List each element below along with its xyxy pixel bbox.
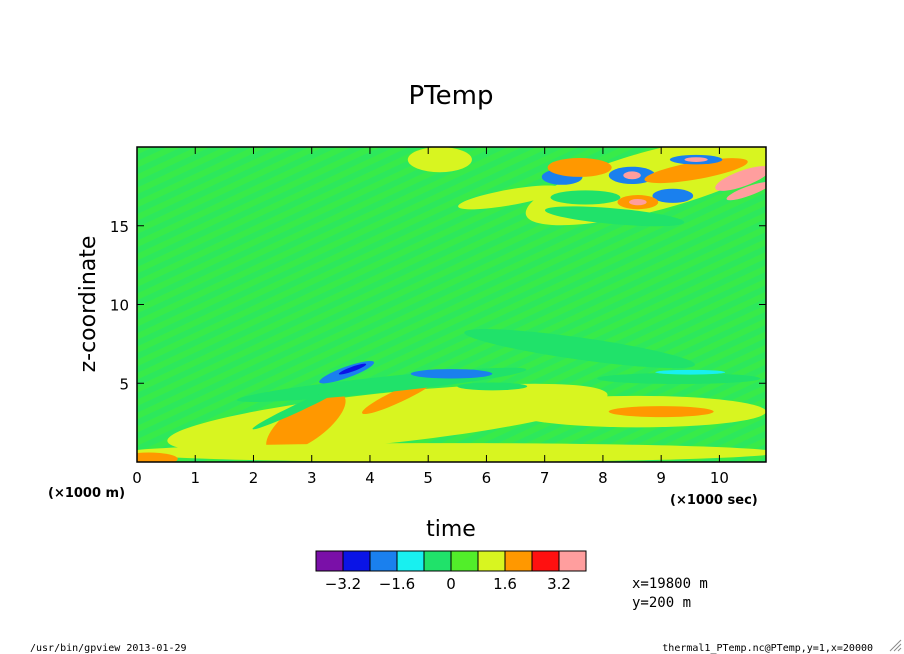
contour-region-28 bbox=[338, 363, 367, 375]
y-axis-label: z-coordinate bbox=[76, 236, 101, 373]
colorbar-swatch-9 bbox=[558, 550, 587, 572]
contour-region-30 bbox=[252, 384, 348, 430]
contour-region-32 bbox=[457, 382, 528, 391]
contour-region-17 bbox=[458, 185, 562, 210]
contour-region-33 bbox=[655, 369, 726, 375]
colorbar-swatch-1 bbox=[342, 550, 371, 572]
resize-grip-icon[interactable] bbox=[888, 638, 902, 652]
contour-region-23 bbox=[608, 406, 714, 418]
x-tick-label-10: 10 bbox=[710, 469, 729, 487]
y-tick-label-1: 10 bbox=[110, 297, 129, 315]
contour-region-0 bbox=[407, 147, 472, 173]
y-tick-label-2: 15 bbox=[110, 218, 129, 236]
colorbar-swatch-8 bbox=[531, 550, 560, 572]
colorbar-swatch-2 bbox=[369, 550, 398, 572]
contour-region-1 bbox=[464, 329, 695, 369]
x-tick-label-4: 4 bbox=[365, 469, 375, 487]
contour-region-10 bbox=[684, 157, 708, 162]
x-axis-label: time bbox=[426, 517, 476, 542]
y-axis: 5 10 15 bbox=[110, 218, 766, 393]
colorbar-label-2: 0 bbox=[446, 575, 456, 593]
contour-region-13 bbox=[652, 188, 694, 203]
x-tick-label-0: 0 bbox=[132, 469, 142, 487]
x-tick-label-8: 8 bbox=[598, 469, 608, 487]
x-tick-label-9: 9 bbox=[656, 469, 666, 487]
contour-region-8 bbox=[644, 158, 748, 184]
contour-region-20 bbox=[311, 396, 335, 424]
footer-left: /usr/bin/gpview 2013-01-29 bbox=[30, 643, 187, 654]
colorbar-swatch-4 bbox=[423, 550, 452, 572]
contour-region-4 bbox=[550, 190, 621, 205]
chart-title: PTemp bbox=[409, 81, 494, 111]
info-x: x=19800 m bbox=[632, 576, 708, 592]
colorbar-label-3: 1.6 bbox=[493, 575, 517, 593]
footer-right: thermal1_PTemp.nc@PTemp,y=1,x=20000 bbox=[662, 643, 873, 654]
x-axis: 0 1 2 3 4 5 6 7 8 9 10 bbox=[132, 147, 729, 487]
x-tick-label-6: 6 bbox=[482, 469, 492, 487]
colorbar-swatch-7 bbox=[504, 550, 533, 572]
colorbar-swatch-5 bbox=[450, 550, 479, 572]
x-tick-label-3: 3 bbox=[307, 469, 317, 487]
info-y: y=200 m bbox=[632, 595, 691, 611]
x-tick-label-1: 1 bbox=[190, 469, 200, 487]
contour-region-12 bbox=[726, 181, 766, 201]
x-tick-label-7: 7 bbox=[540, 469, 550, 487]
contour-region-25 bbox=[137, 452, 178, 462]
contour-region-16 bbox=[544, 206, 685, 227]
y-tick-label-0: 5 bbox=[119, 375, 129, 393]
x-unit-label: (×1000 sec) bbox=[670, 493, 758, 508]
x-tick-label-2: 2 bbox=[249, 469, 259, 487]
contour-region-24 bbox=[137, 443, 766, 462]
contour-region-31 bbox=[597, 373, 761, 385]
colorbar: −3.2 −1.6 0 1.6 3.2 bbox=[315, 550, 587, 593]
colorbar-swatch-0 bbox=[315, 550, 344, 572]
y-unit-label: (×1000 m) bbox=[48, 486, 125, 501]
colorbar-label-1: −1.6 bbox=[379, 575, 415, 593]
colorbar-label-4: 3.2 bbox=[547, 575, 571, 593]
contour-region-11 bbox=[715, 166, 766, 191]
colorbar-swatch-3 bbox=[396, 550, 425, 572]
x-tick-label-5: 5 bbox=[423, 469, 433, 487]
colorbar-label-0: −3.2 bbox=[325, 575, 361, 593]
contour-region-15 bbox=[629, 198, 647, 206]
contour-region-29 bbox=[410, 369, 493, 379]
contour-field bbox=[137, 147, 766, 462]
contour-region-5 bbox=[547, 158, 612, 177]
contour-region-7 bbox=[623, 171, 641, 180]
colorbar-swatch-6 bbox=[477, 550, 506, 572]
